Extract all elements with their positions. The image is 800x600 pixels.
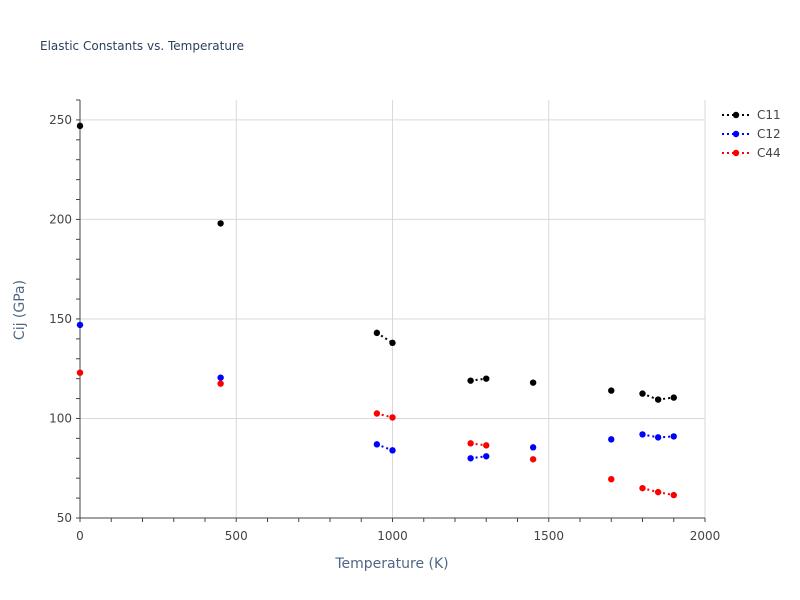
- data-point: [373, 441, 381, 448]
- y-tick-label: 250: [49, 113, 72, 127]
- x-tick-label: 500: [225, 529, 248, 543]
- chart-title: Elastic Constants vs. Temperature: [40, 39, 244, 53]
- legend-item-c44: C44: [722, 146, 781, 160]
- data-point: [670, 394, 677, 401]
- y-tick-label: 150: [49, 312, 72, 326]
- legend-label: C12: [757, 127, 781, 141]
- data-point: [639, 431, 646, 438]
- data-point: [483, 375, 490, 382]
- data-point: [76, 369, 84, 376]
- data-point: [217, 220, 224, 227]
- data-point: [529, 444, 537, 451]
- series-c12: [76, 321, 677, 462]
- data-point: [654, 396, 662, 403]
- data-point: [670, 433, 677, 440]
- legend-label: C11: [757, 108, 781, 122]
- data-point: [483, 453, 490, 460]
- legend-item-c11: C11: [722, 108, 781, 122]
- legend: C11 C12 C44: [722, 108, 781, 160]
- y-axis-title: Cij (GPa): [12, 280, 28, 340]
- data-point: [389, 414, 396, 421]
- data-point: [529, 379, 537, 386]
- series-c44: [76, 369, 677, 499]
- data-point: [654, 434, 662, 441]
- data-point: [529, 456, 537, 463]
- x-tick-label: 1000: [377, 529, 408, 543]
- data-point: [608, 475, 615, 483]
- legend-label: C44: [757, 146, 781, 160]
- data-point: [389, 447, 396, 454]
- x-axis-title: Temperature (K): [334, 556, 448, 572]
- data-point: [217, 380, 224, 387]
- y-tick-label: 200: [49, 212, 72, 226]
- axes: 0 500 1000 1500 2000 50 100 150 200 250: [49, 99, 721, 543]
- data-point: [76, 122, 84, 130]
- data-point: [639, 390, 646, 397]
- y-tick-label: 100: [49, 411, 72, 425]
- data-point: [467, 440, 474, 447]
- grid: [80, 100, 706, 519]
- data-point: [639, 484, 646, 492]
- legend-marker: [732, 149, 740, 157]
- data-point: [389, 339, 396, 347]
- data-point: [608, 436, 615, 443]
- legend-marker: [732, 111, 740, 119]
- data-point: [467, 377, 474, 384]
- data-point: [654, 488, 662, 496]
- data-point: [670, 491, 677, 499]
- x-tick-label: 1500: [533, 529, 564, 543]
- y-tick-label: 50: [57, 511, 72, 525]
- legend-marker: [732, 130, 740, 138]
- data-point: [373, 410, 381, 417]
- data-point: [217, 374, 224, 381]
- data-point: [373, 329, 381, 337]
- data-point: [467, 455, 474, 462]
- data-point: [76, 321, 84, 329]
- x-tick-label: 0: [76, 529, 84, 543]
- x-tick-label: 2000: [690, 529, 721, 543]
- legend-item-c12: C12: [722, 127, 781, 141]
- plot-area: [76, 122, 677, 499]
- data-point: [483, 442, 490, 449]
- series-c11: [76, 122, 677, 403]
- data-point: [608, 387, 615, 394]
